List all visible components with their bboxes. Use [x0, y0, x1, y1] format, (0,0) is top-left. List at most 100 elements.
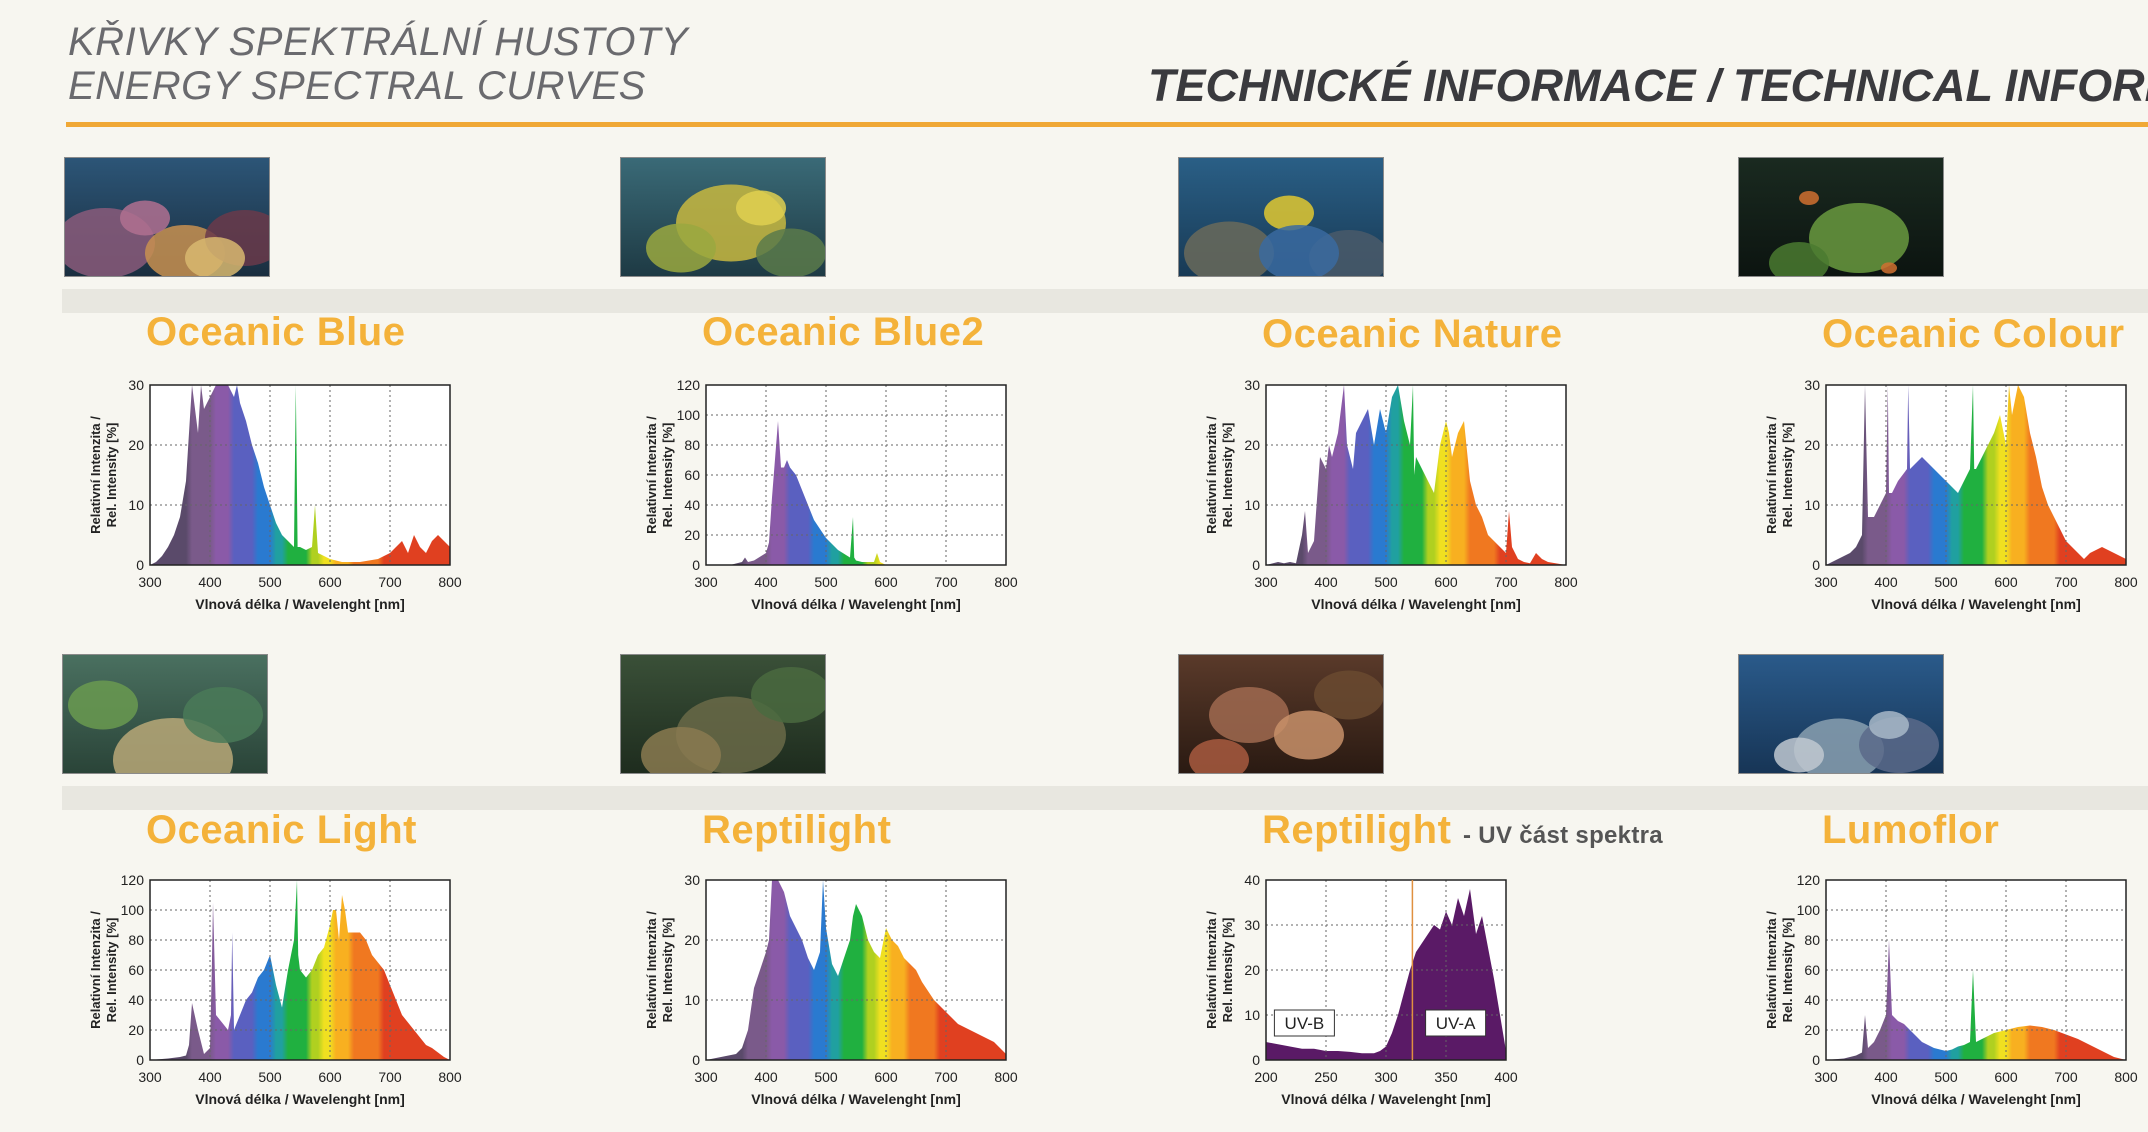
chart-5-frame — [149, 879, 451, 1061]
chart-2-ytick: 0 — [692, 557, 700, 573]
chart-4-ylabel: Relativní Intenzita / — [1764, 416, 1779, 534]
chart-5-ytick: 20 — [128, 1022, 144, 1038]
chart-5-xtick: 300 — [138, 1069, 162, 1085]
chart-1-xtick: 300 — [138, 574, 162, 590]
chart-3-frame — [1265, 384, 1567, 566]
chart-8-ylabel: Relativní Intenzita / — [1764, 911, 1779, 1029]
chart-7-ytick: 20 — [1244, 962, 1260, 978]
chart-5-xtick: 400 — [198, 1069, 222, 1085]
chart-4-ytick: 30 — [1804, 377, 1820, 393]
chart-8-ytick: 20 — [1804, 1022, 1820, 1038]
chart-3-xtick: 600 — [1434, 574, 1458, 590]
chart-1-spectrum-area — [150, 385, 450, 565]
chart-7-ytick: 10 — [1244, 1007, 1260, 1023]
chart-8-ytick: 0 — [1812, 1052, 1820, 1068]
chart-6-xtick: 500 — [814, 1069, 838, 1085]
chart-1-frame — [149, 384, 451, 566]
chart-5-ylabel-line2: Rel. Intensity [%] — [104, 918, 119, 1023]
chart-3-ylabel: Relativní Intenzita / — [1204, 416, 1219, 534]
chart-8-xtick: 600 — [1994, 1069, 2018, 1085]
chart-2-ytick: 80 — [684, 437, 700, 453]
photo-coral-reef-purple — [64, 157, 270, 277]
chart-7-xlabel: Vlnová délka / Wavelenght [nm] — [1281, 1091, 1491, 1107]
chart-6-frame — [705, 879, 1007, 1061]
chart-2: 300 400 500 600 700 800 0 20 40 60 80 100 120 Vlnová … — [636, 375, 1076, 612]
chart-4-xtick: 400 — [1874, 574, 1898, 590]
chart-8-ytick: 60 — [1804, 962, 1820, 978]
chart-7-ytick: 30 — [1244, 917, 1260, 933]
chart-5-xlabel: Vlnová délka / Wavelenght [nm] — [195, 1091, 405, 1107]
chart-1-title: Oceanic Blue — [146, 310, 405, 355]
chart-7-frame — [1265, 879, 1507, 1061]
photo-aquarium-orange-fish — [1738, 157, 1944, 277]
chart-1-title-text: Oceanic Blue — [146, 310, 406, 354]
chart-2-title: Oceanic Blue2 — [702, 310, 984, 355]
chart-5-ytick: 80 — [128, 932, 144, 948]
chart-8-frame — [1825, 879, 2127, 1061]
chart-3-xtick: 700 — [1494, 574, 1518, 590]
chart-5-svg: 300 400 500 600 700 800 0 20 40 60 80 100 120 Vlnová … — [88, 872, 462, 1107]
page-title-en: ENERGY SPECTRAL CURVES — [68, 64, 646, 108]
chart-3-ytick: 10 — [1244, 497, 1260, 513]
photo-coral-reef-yellow — [620, 157, 826, 277]
chart-2-ytick: 40 — [684, 497, 700, 513]
chart-2-ytick: 60 — [684, 467, 700, 483]
chart-4-ytick: 10 — [1804, 497, 1820, 513]
chart-6-ytick: 20 — [684, 932, 700, 948]
chart-2-ytick: 120 — [677, 377, 701, 393]
chart-7-ylabel: Relativní Intenzita / — [1204, 911, 1219, 1029]
chart-7-xtick: 300 — [1374, 1069, 1398, 1085]
chart-3-xtick: 400 — [1314, 574, 1338, 590]
chart-3-title: Oceanic Nature — [1262, 312, 1562, 357]
chart-6-ytick: 10 — [684, 992, 700, 1008]
chart-5: 300 400 500 600 700 800 0 20 40 60 80 100 120 Vlnová … — [80, 870, 520, 1107]
chart-2-ytick: 100 — [677, 407, 701, 423]
chart-6-xtick: 300 — [694, 1069, 718, 1085]
chart-2-ylabel-line2: Rel. Intensity [%] — [660, 423, 675, 528]
chart-2-ytick: 20 — [684, 527, 700, 543]
chart-6-title-text: Reptilight — [702, 808, 892, 852]
chart-3: 300 400 500 600 700 800 0 10 20 30 Vlnová délka / … — [1196, 375, 1636, 612]
chart-8-title: Lumoflor — [1822, 808, 1999, 853]
orange-divider — [66, 122, 2148, 127]
photo-reef-fish-yellow — [1178, 157, 1384, 277]
chart-1-ytick: 30 — [128, 377, 144, 393]
chart-7-title: Reptilight - UV část spektra — [1262, 808, 1663, 853]
chart-7-ylabel-line2: Rel. Intensity [%] — [1220, 918, 1235, 1023]
chart-2-xtick: 800 — [994, 574, 1018, 590]
chart-1: 300 400 500 600 700 800 0 10 20 30 Vlnová délka / … — [80, 375, 520, 612]
chart-4-xlabel: Vlnová délka / Wavelenght [nm] — [1871, 596, 2081, 612]
chart-8-xlabel: Vlnová délka / Wavelenght [nm] — [1871, 1091, 2081, 1107]
chart-6-xlabel: Vlnová délka / Wavelenght [nm] — [751, 1091, 961, 1107]
chart-4-xtick: 500 — [1934, 574, 1958, 590]
chart-3-xtick: 800 — [1554, 574, 1578, 590]
chart-6-spectrum-area — [706, 880, 1006, 1060]
chart-5-xtick: 600 — [318, 1069, 342, 1085]
chart-3-svg: 300 400 500 600 700 800 0 10 20 30 Vlnová délka / … — [1204, 377, 1578, 612]
chart-5-ylabel: Relativní Intenzita / — [88, 911, 103, 1029]
chart-6-ytick: 30 — [684, 872, 700, 888]
chart-2-title-text: Oceanic Blue2 — [702, 310, 985, 354]
chart-1-xtick: 600 — [318, 574, 342, 590]
chart-3-title-text: Oceanic Nature — [1262, 312, 1563, 356]
chart-6-svg: 300 400 500 600 700 800 0 10 20 30 Vlnová délka / … — [644, 872, 1018, 1107]
chart-4-ytick: 20 — [1804, 437, 1820, 453]
chart-7-ytick: 40 — [1244, 872, 1260, 888]
chart-7: 200 250 300 350 400 0 10 20 30 40 Vlnová délka / W… — [1196, 870, 1636, 1107]
chart-5-xtick: 700 — [378, 1069, 402, 1085]
chart-5-ytick: 100 — [121, 902, 145, 918]
chart-4-ytick: 0 — [1812, 557, 1820, 573]
chart-1-xtick: 800 — [438, 574, 462, 590]
chart-8-ytick: 80 — [1804, 932, 1820, 948]
chart-4-xtick: 300 — [1814, 574, 1838, 590]
chart-5-title: Oceanic Light — [146, 808, 417, 853]
photo-coral-reef-blue — [1738, 654, 1944, 774]
chart-6-title: Reptilight — [702, 808, 891, 853]
chart-2-xtick: 400 — [754, 574, 778, 590]
chart-7-title-text: Reptilight — [1262, 808, 1452, 852]
chart-5-ytick: 120 — [121, 872, 145, 888]
grey-band-top — [62, 289, 2148, 313]
chart-4-xtick: 800 — [2114, 574, 2138, 590]
chart-5-xtick: 500 — [258, 1069, 282, 1085]
chart-8-title-text: Lumoflor — [1822, 808, 2000, 852]
